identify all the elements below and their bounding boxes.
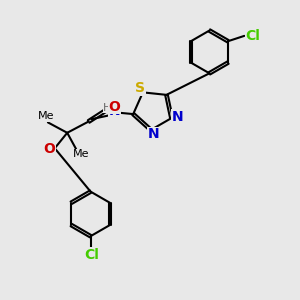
Text: N: N	[109, 104, 120, 118]
Text: O: O	[109, 100, 120, 114]
Text: Me: Me	[73, 149, 90, 160]
Text: N: N	[148, 128, 160, 141]
Text: Me: Me	[38, 112, 54, 122]
Text: N: N	[172, 110, 184, 124]
Text: Cl: Cl	[245, 29, 260, 43]
Text: Cl: Cl	[85, 248, 100, 262]
Text: O: O	[44, 142, 55, 156]
Text: H: H	[103, 103, 112, 112]
Text: S: S	[136, 81, 146, 95]
